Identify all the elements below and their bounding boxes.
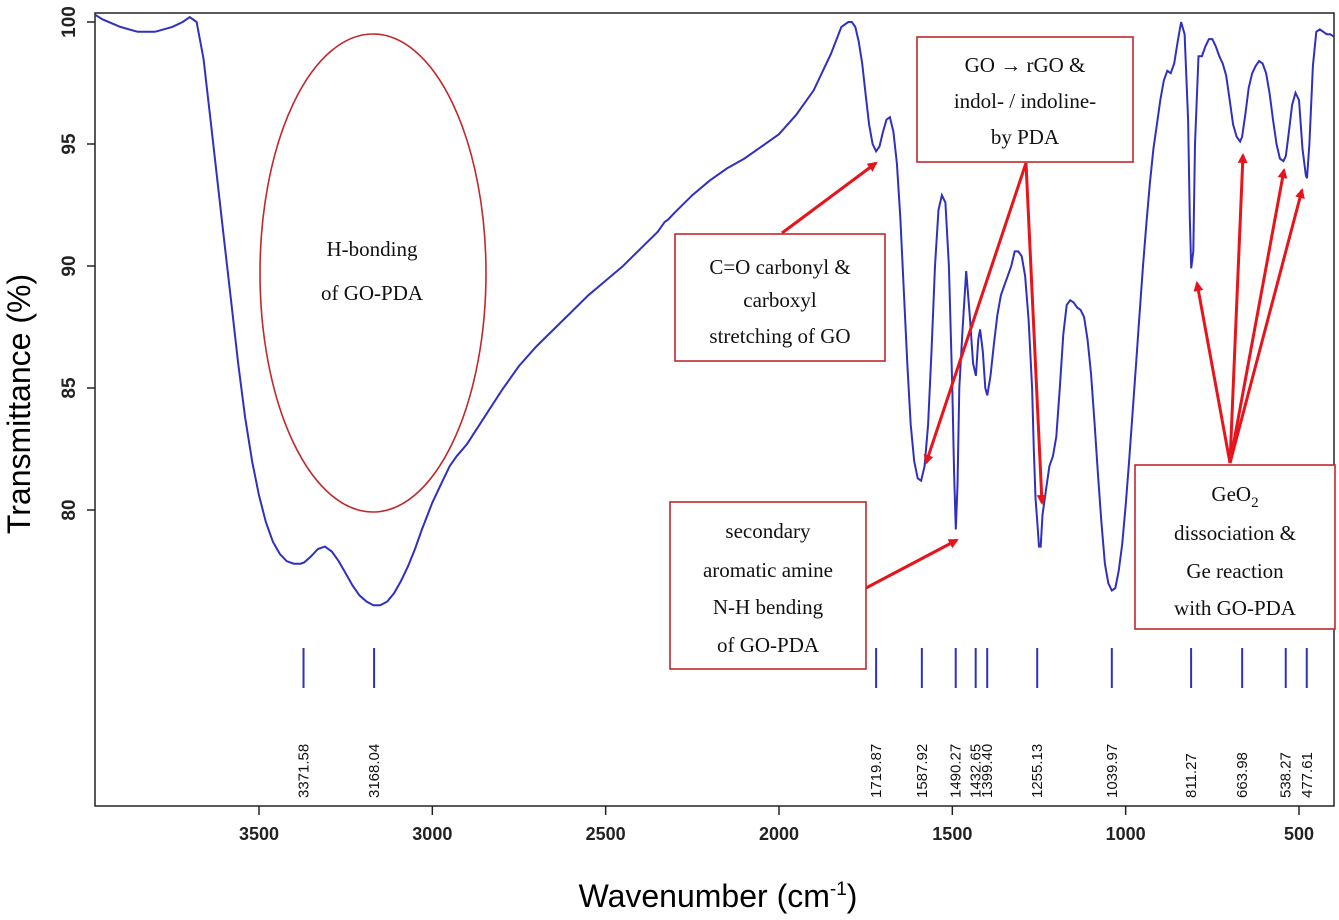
peak-label: 1432.65 bbox=[968, 744, 985, 798]
peak-label: 538.27 bbox=[1278, 752, 1295, 798]
svg-text:with GO-PDA: with GO-PDA bbox=[1174, 596, 1297, 620]
y-axis-title: Transmittance (%) bbox=[1, 274, 37, 534]
arrow-geo2-3 bbox=[1228, 168, 1288, 464]
arrow-amine bbox=[865, 538, 959, 590]
x-axis-title: Wavenumber (cm-1) bbox=[579, 878, 858, 914]
peak-label: 1719.87 bbox=[868, 744, 885, 798]
hbond-label-line2: of GO-PDA bbox=[321, 281, 424, 305]
svg-text:aromatic amine: aromatic amine bbox=[703, 558, 833, 582]
x-tick-label: 500 bbox=[1284, 824, 1314, 844]
svg-text:of GO-PDA: of GO-PDA bbox=[717, 633, 820, 657]
y-tick-label: 90 bbox=[59, 255, 80, 276]
peak-label: 3371.58 bbox=[296, 744, 313, 798]
annotation-rgo: GO → rGO & indol- / indoline- by PDA bbox=[916, 36, 1134, 163]
spectrum-line bbox=[94, 13, 1335, 607]
annotation-amine: secondary aromatic amine N-H bending of … bbox=[669, 501, 867, 670]
svg-text:carboxyl: carboxyl bbox=[743, 288, 817, 312]
peak-label: 663.98 bbox=[1234, 752, 1251, 798]
plot-frame bbox=[94, 12, 1335, 807]
x-tick-label: 2500 bbox=[586, 824, 626, 844]
x-tick-label: 3000 bbox=[412, 824, 452, 844]
arrow-rgo-1 bbox=[923, 162, 1028, 465]
peak-label: 1490.27 bbox=[948, 744, 965, 798]
arrow-carbonyl bbox=[781, 161, 878, 235]
arrow-geo2-1 bbox=[1193, 281, 1232, 464]
x-tick-label: 2000 bbox=[759, 824, 799, 844]
annotation-arrows bbox=[781, 153, 1305, 590]
annotation-carbonyl: C=O carbonyl & carboxyl stretching of GO bbox=[674, 233, 886, 362]
x-tick-label: 1000 bbox=[1106, 824, 1146, 844]
peak-markers: 3371.58 3168.04 1719.87 1587.92 1490.27 1432.… bbox=[296, 648, 1316, 798]
svg-text:secondary: secondary bbox=[725, 519, 811, 543]
peak-label: 477.61 bbox=[1299, 752, 1316, 798]
y-tick-label: 95 bbox=[59, 133, 80, 155]
svg-text:Ge reaction: Ge reaction bbox=[1186, 559, 1284, 583]
peak-label: 1587.92 bbox=[914, 744, 931, 798]
peak-label: 3168.04 bbox=[366, 744, 383, 798]
svg-text:by PDA: by PDA bbox=[991, 125, 1060, 149]
svg-text:N-H bending: N-H bending bbox=[713, 595, 824, 619]
annotation-geo2: GeO2 dissociation & Ge reaction with GO-… bbox=[1134, 464, 1336, 630]
y-tick-label: 100 bbox=[59, 6, 80, 38]
peak-label: 811.27 bbox=[1183, 753, 1200, 798]
hbond-ellipse bbox=[259, 33, 487, 513]
arrow-geo2-4 bbox=[1228, 188, 1305, 464]
peak-label: 1255.13 bbox=[1029, 744, 1046, 798]
svg-text:dissociation &: dissociation & bbox=[1174, 521, 1296, 545]
svg-text:GO → rGO &: GO → rGO & bbox=[965, 53, 1086, 77]
x-tick-label: 3500 bbox=[239, 824, 279, 844]
x-axis: 3500 3000 2500 2000 1500 1000 500 bbox=[239, 806, 1314, 844]
peak-label: 1399.40 bbox=[979, 744, 996, 798]
svg-text:GeO2: GeO2 bbox=[1211, 482, 1258, 511]
hbond-label-line1: H-bonding bbox=[327, 237, 418, 261]
y-tick-label: 80 bbox=[59, 499, 80, 520]
arrow-geo2-2 bbox=[1228, 153, 1248, 464]
y-axis: 80 85 90 95 100 bbox=[59, 6, 95, 521]
arrow-rgo-2 bbox=[1024, 162, 1047, 505]
svg-text:indol- / indoline-: indol- / indoline- bbox=[954, 89, 1096, 113]
peak-label: 1039.97 bbox=[1104, 744, 1121, 798]
svg-text:C=O carbonyl &: C=O carbonyl & bbox=[709, 255, 850, 279]
x-tick-label: 1500 bbox=[932, 824, 972, 844]
y-tick-label: 85 bbox=[59, 377, 80, 399]
svg-text:stretching of GO: stretching of GO bbox=[709, 324, 850, 348]
